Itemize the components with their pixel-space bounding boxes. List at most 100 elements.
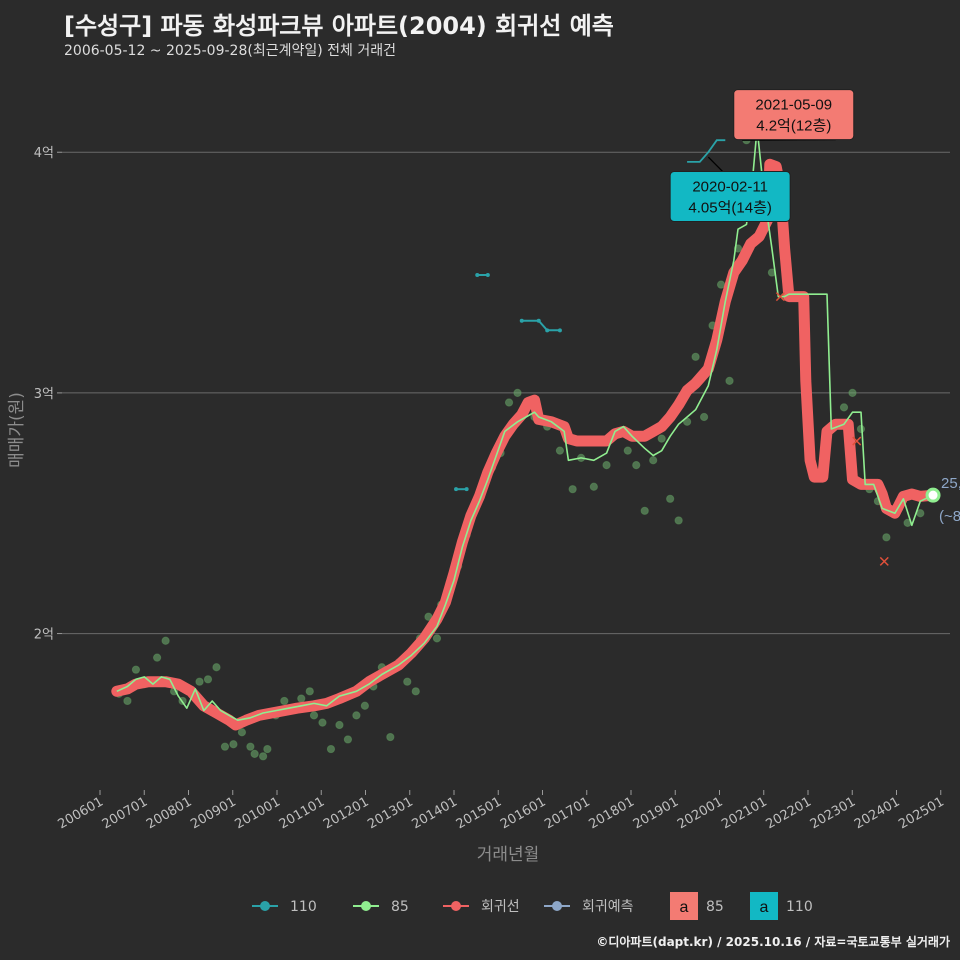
scatter-point-85 <box>657 434 666 443</box>
scatter-point-85 <box>725 376 734 385</box>
y-tick-label: 3억 <box>34 387 54 402</box>
x-tick-label: 202201 <box>764 794 814 832</box>
x-tick-label: 202401 <box>852 794 902 832</box>
scatter-point-85 <box>683 417 692 426</box>
x-tick-label: 202501 <box>896 794 946 832</box>
scatter-point-85 <box>568 485 577 494</box>
scatter-point-85 <box>589 482 598 491</box>
scatter-point-85 <box>386 732 395 742</box>
scatter-point-85 <box>203 675 213 684</box>
scatter-point-85 <box>513 388 522 397</box>
legend-box-box85 <box>670 892 698 920</box>
scatter-point-85 <box>352 711 361 720</box>
scatter-point-85 <box>335 720 344 730</box>
label-110-peak-date: 2020-02-11 <box>692 178 768 195</box>
scatter-point-85 <box>666 494 675 503</box>
scatter-point-85 <box>856 424 866 434</box>
legend-label-box85: 85 <box>706 899 724 915</box>
scatter-point-85 <box>343 735 353 744</box>
series-110-point <box>464 487 469 492</box>
cancelled-marker <box>775 292 785 302</box>
legend-label-85: 85 <box>391 899 409 915</box>
scatter-point-85 <box>309 711 319 720</box>
x-tick-label: 200801 <box>144 794 194 832</box>
chart-title: [수성구] 파동 화성파크뷰 아파트(2004) 회귀선 예측 <box>64 12 614 40</box>
x-tick-label: 201201 <box>321 794 371 832</box>
scatter-point-85 <box>403 677 412 686</box>
scatter-point-85 <box>839 403 849 412</box>
x-tick-label: 201101 <box>277 794 327 832</box>
legend-swatch-dot-110 <box>260 901 270 911</box>
y-axis-title: 매매가(원) <box>7 392 27 468</box>
scatter-point-85 <box>699 412 709 422</box>
legend-label-110: 110 <box>290 899 317 915</box>
scatter-point-85 <box>674 516 683 525</box>
series-110-point <box>485 272 490 277</box>
legend-label-box110: 110 <box>786 899 813 915</box>
x-tick-label: 202001 <box>675 794 725 832</box>
legend-box-glyph-box110: a <box>760 899 769 916</box>
scatter-point-85 <box>123 696 132 706</box>
source-caption: ©디아파트(dapt.kr) / 2025.10.16 / 자료=국토교통부 실… <box>596 935 950 949</box>
scatter-point-85 <box>259 752 268 761</box>
x-tick-label: 201801 <box>587 794 637 832</box>
scatter-point-85 <box>237 728 247 737</box>
scatter-point-85 <box>153 653 162 662</box>
series-110-point <box>475 272 480 277</box>
scatter-point-85 <box>640 506 649 515</box>
x-tick-label: 200701 <box>100 794 150 832</box>
x-tick-label: 200601 <box>56 794 106 832</box>
series-110-point <box>545 328 550 333</box>
chart-subtitle: 2006-05-12 ~ 2025-09-28(최근계약일) 전체 거래건 <box>64 43 396 59</box>
scatter-point-85 <box>432 634 442 643</box>
scatter-point-85 <box>649 456 658 465</box>
y-tick-label: 2억 <box>34 628 54 643</box>
x-tick-label: 200901 <box>188 794 238 832</box>
scatter-point-85 <box>848 388 857 397</box>
x-tick-label: 201301 <box>365 794 415 832</box>
scatter-point-85 <box>326 744 336 754</box>
scatter-point-85 <box>161 636 170 645</box>
x-tick-label: 201601 <box>498 794 548 832</box>
y-tick-label: 4억 <box>34 146 54 161</box>
x-axis-title: 거래년월 <box>477 845 540 865</box>
label-85-peak-value: 4.2억(12층) <box>756 118 831 135</box>
scatter-point-85 <box>716 280 726 289</box>
latest-point <box>925 487 941 503</box>
label-110-peak-value: 4.05억(14층) <box>688 199 771 216</box>
scatter-point-85 <box>411 687 420 696</box>
scatter-point-85 <box>229 740 238 749</box>
scatter-point-85 <box>195 677 204 686</box>
x-tick-label: 201501 <box>454 794 504 832</box>
series-110-point <box>454 487 459 492</box>
legend-swatch-dot-pred <box>552 901 562 911</box>
series-110-point <box>536 318 541 323</box>
scatter-point-85 <box>263 744 272 754</box>
scatter-point-85 <box>632 461 641 470</box>
scatter-point-85 <box>131 665 141 674</box>
scatter-point-85 <box>220 742 230 751</box>
scatter-point-85 <box>246 742 255 751</box>
scatter-point-85 <box>555 446 565 455</box>
scatter-point-85 <box>916 509 925 518</box>
x-tick-label: 201701 <box>542 794 592 832</box>
label-85-peak-box <box>733 89 855 141</box>
regression-line <box>111 158 939 731</box>
x-tick-label: 202101 <box>719 794 769 832</box>
scatter-point-85 <box>280 696 289 706</box>
series-110-line <box>687 139 726 163</box>
end-label-area: (~85㎡) <box>939 508 960 525</box>
scatter-point-85 <box>250 749 259 759</box>
scatter-point-85 <box>305 687 314 696</box>
cancelled-marker <box>879 556 889 566</box>
legend-swatch-dot-85 <box>361 901 371 911</box>
scatter-point-85 <box>602 461 611 470</box>
label-85-peak-date: 2021-05-09 <box>755 97 832 114</box>
scatter-point-85 <box>212 663 221 672</box>
scatter-point-85 <box>623 446 632 455</box>
end-label-price: 25,750 <box>941 475 960 492</box>
series-110-point <box>557 328 562 333</box>
series-85-line <box>116 127 934 721</box>
series-110-segment <box>521 319 560 332</box>
